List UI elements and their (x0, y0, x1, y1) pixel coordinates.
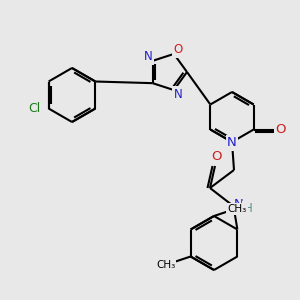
Text: N: N (234, 197, 244, 211)
Text: N: N (173, 88, 182, 100)
Text: H: H (244, 202, 252, 215)
Text: CH₃: CH₃ (156, 260, 175, 269)
Text: Cl: Cl (28, 102, 41, 115)
Text: O: O (275, 123, 286, 136)
Text: N: N (227, 136, 237, 149)
Text: O: O (212, 151, 222, 164)
Text: N: N (144, 50, 153, 63)
Text: O: O (173, 44, 182, 56)
Text: CH₃: CH₃ (227, 204, 247, 214)
